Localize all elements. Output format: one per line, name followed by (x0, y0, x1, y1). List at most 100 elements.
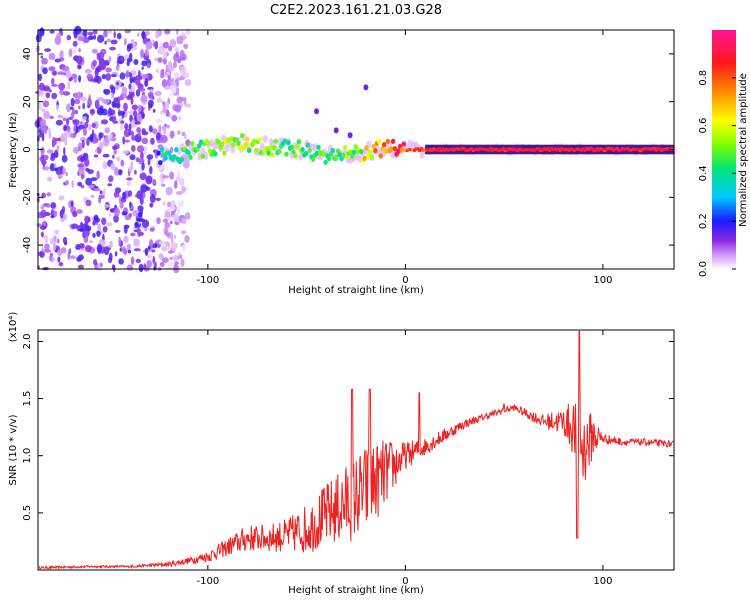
spectrogram-noise-blob (45, 86, 51, 91)
spectrogram-noise-blob (66, 70, 72, 79)
spectrogram-noise-blob (173, 82, 177, 89)
spectrogram-noise-blob (57, 71, 65, 75)
spectrogram-noise-blob (58, 82, 66, 91)
spectrogram-noise-blob (111, 92, 114, 99)
spectrogram-panel: -100 0 100 -40 -20 0 20 40 Height of straight l… (8, 25, 677, 296)
spectrogram-noise-blob (124, 139, 130, 143)
spectrogram-noise-blob (77, 36, 85, 42)
spectrogram-noise-blob (179, 177, 185, 187)
spectrogram-noise-blob (37, 90, 45, 97)
spectrogram-noise-blob (86, 73, 94, 80)
spectrogram-noise-blob (169, 220, 173, 225)
spectrogram-track-point (172, 154, 177, 160)
spectrogram-noise-blob (126, 45, 132, 52)
spectrogram-noise-blob (92, 232, 96, 238)
spectrogram-side-streak (333, 127, 339, 134)
snr-ytick-label: 1.5 (22, 391, 33, 407)
spectrogram-noise-blob (88, 184, 94, 189)
spectrogram-noise-blob (54, 36, 62, 46)
spectrogram-noise-blob (40, 204, 45, 210)
spectrogram-noise-blob (72, 119, 77, 123)
spectrogram-noise-blob (151, 243, 158, 249)
spectrogram-noise-blob (113, 115, 117, 124)
spectrogram-track-point (257, 136, 262, 142)
spectrogram-noise-blob (85, 199, 92, 207)
spectrogram-noise-blob (47, 127, 51, 133)
spectrogram-track-point (392, 146, 398, 152)
spectrogram-noise-blob (133, 59, 139, 65)
spectrogram-noise-blob (96, 230, 101, 237)
spectrogram-noise-blob (179, 49, 185, 57)
spectrogram-noise-blob (47, 176, 53, 182)
spectrogram-noise-blob (89, 240, 93, 244)
spectrogram-noise-blob (125, 70, 130, 77)
spectrogram-track-point (376, 138, 382, 144)
spectrogram-noise-blob (176, 87, 180, 95)
spectrogram-noise-blob (78, 75, 82, 83)
spectrogram-noise-blob (171, 114, 178, 122)
spectrogram-noise-blob (159, 261, 165, 267)
spectrogram-noise-blob (57, 114, 64, 119)
spectrogram-noise-blob (39, 27, 45, 37)
spectrogram-halo (419, 151, 425, 160)
spectrogram-noise-blob (120, 159, 125, 167)
spectrogram-noise-blob (146, 260, 152, 268)
spectrogram-side-streak (363, 84, 369, 91)
spectrogram-noise-blob (109, 208, 114, 212)
spectrogram-noise-blob (46, 192, 52, 197)
spectrogram-track-point (238, 145, 243, 151)
spectrogram-noise-blob (40, 55, 44, 59)
spectrogram-noise-blob (165, 166, 169, 171)
spectrogram-noise-blob (129, 154, 136, 161)
spectrogram-noise-blob (144, 247, 149, 256)
spectrogram-noise-blob (89, 108, 96, 115)
spectrogram-noise-blob (97, 223, 102, 232)
spectrogram-noise-blob (123, 128, 131, 138)
spectrogram-noise-blob (121, 211, 128, 216)
spectrogram-noise-blob (60, 132, 68, 142)
spectrogram-track-point (268, 145, 273, 151)
spectrogram-noise-blob (118, 110, 125, 116)
spectrogram-track-point (266, 150, 271, 156)
spectrogram-noise-blob (80, 96, 87, 102)
spectrogram-noise-blob (126, 181, 131, 187)
spectrogram-noise-blob (166, 201, 172, 207)
spectrogram-noise-blob (184, 103, 192, 108)
spectrogram-noise-blob (60, 31, 64, 36)
spectrogram-noise-blob (151, 249, 156, 253)
spectrogram-noise-blob (61, 154, 68, 163)
spectrogram-noise-blob (135, 79, 141, 86)
spectrogram-noise-blob (144, 227, 148, 232)
spectrogram-noise-blob (77, 166, 85, 176)
spectrogram-noise-blob (105, 73, 111, 81)
spectrogram-noise-blob (156, 119, 162, 123)
spectrogram-noise-blob (176, 35, 184, 45)
spectrogram-noise-blob (115, 64, 120, 71)
spectrogram-noise-blob (137, 212, 143, 218)
spectrogram-noise-blob (155, 30, 160, 39)
spectrogram-noise-blob (162, 102, 166, 109)
spectrogram-noise-blob (152, 179, 157, 187)
spectrogram-track-point (246, 147, 252, 153)
spectrogram-noise-blob (85, 177, 93, 186)
spectrogram-noise-blob (73, 125, 77, 133)
spectrogram-noise-blob (42, 67, 48, 75)
spectrogram-noise-blob (104, 40, 107, 45)
spectrogram-noise-blob (48, 66, 56, 72)
spectrogram-ylabel: Frequency (Hz) (8, 112, 19, 188)
spectrogram-noise-blob (155, 197, 161, 201)
spectrogram-track-point (222, 150, 227, 156)
snr-plot-area (37, 329, 675, 571)
spectrogram-noise-blob (70, 111, 75, 119)
spectrogram-noise-blob (141, 30, 145, 40)
spectrogram-noise-blob (82, 231, 86, 239)
spectrogram-noise-blob (102, 226, 108, 233)
spectrogram-noise-blob (149, 227, 155, 232)
spectrogram-track-point (296, 139, 302, 145)
spectrogram-track-point (252, 138, 257, 145)
spectrogram-track-point (158, 160, 163, 166)
spectrogram-noise-blob (174, 180, 178, 189)
spectrogram-noise-blob (177, 130, 181, 135)
spectrogram-noise-blob (84, 69, 92, 74)
spectrogram-noise-blob (164, 211, 171, 218)
